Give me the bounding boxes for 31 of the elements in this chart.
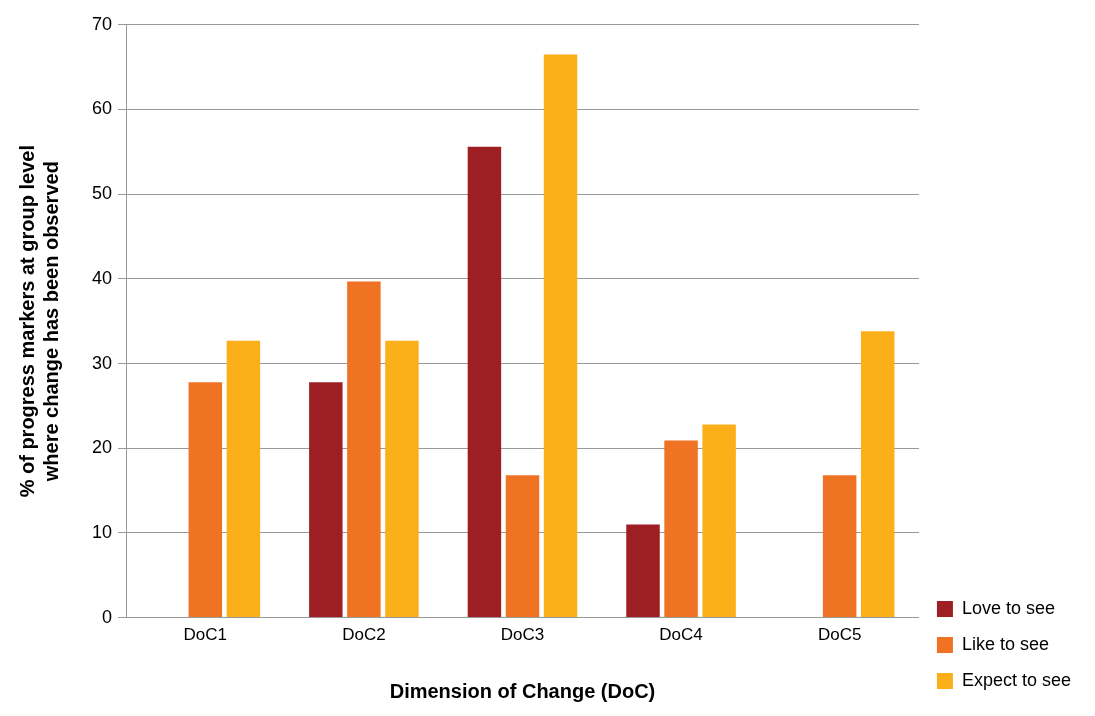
bar (543, 54, 578, 618)
bar (505, 475, 540, 618)
y-tick-label: 10 (91, 521, 113, 542)
y-tick-label: 20 (91, 437, 113, 458)
bar (188, 382, 223, 618)
legend-label: Expect to see (961, 669, 1072, 690)
x-tick-label: DoC4 (659, 625, 703, 645)
y-tick-label: 30 (91, 352, 113, 373)
legend-label: Love to see (961, 597, 1056, 618)
y-tick-label: 0 (102, 606, 113, 627)
y-axis-title: % of progress markers at group level where change has been observed (15, 145, 62, 498)
x-tick-label: DoC5 (817, 625, 862, 645)
y-tick-label: 70 (91, 13, 113, 34)
legend-label: Like to see (961, 633, 1049, 654)
x-tick-label: DoC2 (342, 625, 386, 645)
y-tick-label: 40 (91, 267, 113, 288)
x-tick-label: DoC1 (183, 625, 228, 645)
x-tick-label: DoC3 (500, 625, 545, 645)
bar (467, 146, 502, 618)
bar (226, 340, 261, 618)
bar (860, 331, 895, 618)
bar (309, 382, 343, 618)
bar (347, 281, 381, 618)
bar (626, 524, 660, 618)
x-axis-title: Dimension of Change (DoC) (389, 679, 656, 702)
y-tick-label: 60 (91, 98, 113, 119)
y-tick-label: 50 (91, 183, 113, 204)
bar (385, 340, 419, 618)
bar (664, 440, 698, 618)
bar (702, 424, 736, 618)
bar (822, 475, 857, 618)
